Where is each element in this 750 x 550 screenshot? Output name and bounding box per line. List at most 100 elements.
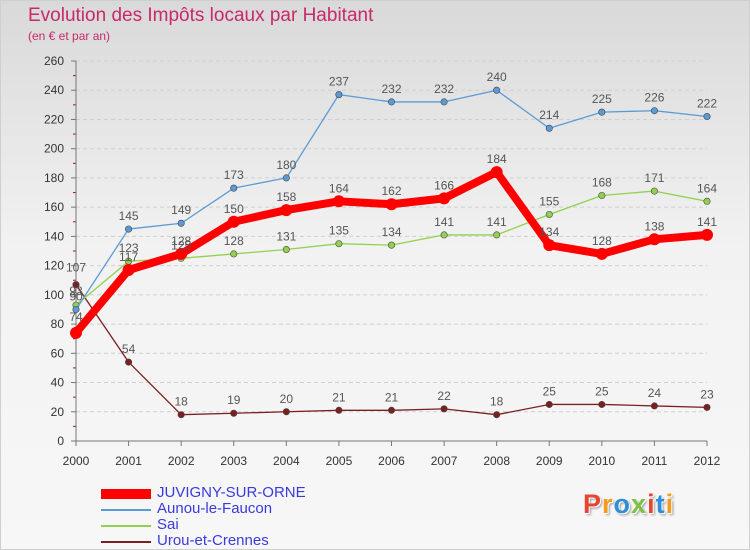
data-label: 222 <box>697 97 717 111</box>
data-point <box>493 231 501 239</box>
data-point <box>595 247 608 260</box>
data-point <box>650 402 658 410</box>
x-tick-label: 2001 <box>115 454 142 468</box>
data-label: 24 <box>648 386 662 400</box>
legend-swatch <box>101 509 151 511</box>
y-tick-label: 120 <box>44 259 64 273</box>
x-tick-label: 2011 <box>642 454 668 468</box>
data-point <box>227 215 240 228</box>
y-tick-label: 0 <box>57 434 64 448</box>
data-label: 237 <box>329 75 349 89</box>
data-point <box>545 210 553 218</box>
data-label: 18 <box>174 395 188 409</box>
data-label: 22 <box>437 389 451 403</box>
data-label: 128 <box>224 234 244 248</box>
data-label: 18 <box>490 395 504 409</box>
data-label: 138 <box>644 219 664 233</box>
data-point <box>282 174 290 182</box>
data-label: 25 <box>543 384 557 398</box>
y-tick-label: 40 <box>51 376 65 390</box>
logo-letter: x <box>631 489 648 519</box>
data-label: 184 <box>487 152 507 166</box>
data-point <box>703 113 711 121</box>
data-point <box>440 98 448 106</box>
data-point <box>701 228 713 241</box>
axes: 0204060801001201401601802002202402602000… <box>44 54 721 468</box>
data-label: 149 <box>171 203 191 217</box>
data-point <box>280 204 293 217</box>
data-point <box>440 231 448 239</box>
x-tick-label: 2008 <box>483 454 510 468</box>
data-point <box>332 195 345 208</box>
data-label: 128 <box>171 234 191 248</box>
data-point <box>122 264 135 276</box>
data-label: 155 <box>539 194 559 208</box>
data-label: 214 <box>539 108 559 122</box>
data-label: 123 <box>119 241 139 255</box>
data-label: 74 <box>69 310 83 324</box>
data-point <box>175 247 188 260</box>
data-label: 131 <box>276 230 296 244</box>
data-point <box>230 409 238 417</box>
data-point <box>72 305 80 313</box>
logo-letter: o <box>613 489 632 519</box>
y-tick-label: 100 <box>44 288 64 302</box>
logo-letter: i <box>665 489 675 519</box>
data-label: 90 <box>69 289 83 303</box>
x-tick-label: 2006 <box>378 454 405 468</box>
data-point <box>493 86 501 94</box>
data-label: 128 <box>592 234 612 248</box>
data-label: 173 <box>224 168 244 182</box>
y-tick-label: 80 <box>51 317 65 331</box>
data-label: 23 <box>700 387 714 401</box>
x-tick-label: 2010 <box>588 454 615 468</box>
data-label: 164 <box>697 181 717 195</box>
data-point <box>335 406 343 414</box>
x-tick-label: 2003 <box>220 454 247 468</box>
y-tick-label: 260 <box>44 54 64 68</box>
logo-letter: t <box>655 489 666 519</box>
data-point <box>70 326 82 339</box>
data-point <box>493 411 501 419</box>
data-label: 226 <box>644 91 664 105</box>
x-tick-label: 2005 <box>326 454 353 468</box>
data-label: 141 <box>697 215 717 229</box>
data-label: 166 <box>434 178 454 192</box>
data-label: 125 <box>171 238 191 252</box>
data-labels: 74 117 128 150 158 164 162 166 184 134 128 138 141 90… <box>66 70 717 408</box>
data-label: 135 <box>329 224 349 238</box>
x-tick-label: 2000 <box>63 454 90 468</box>
data-label: 180 <box>276 158 296 172</box>
y-tick-label: 220 <box>44 112 64 126</box>
x-tick-label: 2004 <box>273 454 300 468</box>
data-label: 164 <box>329 181 349 195</box>
data-label: 141 <box>487 215 507 229</box>
x-tick-label: 2009 <box>536 454 563 468</box>
series-layer <box>70 86 713 419</box>
data-label: 19 <box>227 393 241 407</box>
data-point <box>72 281 80 289</box>
data-point <box>490 166 503 179</box>
data-label: 232 <box>381 82 401 96</box>
data-point <box>703 403 711 411</box>
data-label: 117 <box>119 250 138 264</box>
data-point <box>703 197 711 205</box>
data-label: 141 <box>434 215 454 229</box>
data-label: 134 <box>539 225 559 239</box>
y-tick-label: 180 <box>44 171 64 185</box>
data-label: 20 <box>280 392 294 406</box>
chart-title: Evolution des Impôts locaux par Habitant <box>28 5 374 26</box>
data-point <box>177 219 185 227</box>
data-label: 25 <box>595 384 609 398</box>
y-tick-label: 200 <box>44 142 64 156</box>
data-point <box>387 241 395 249</box>
data-label: 171 <box>644 171 664 185</box>
grid-lines <box>76 60 707 442</box>
data-point <box>650 187 658 195</box>
x-tick-label: 2007 <box>431 454 458 468</box>
legend-label: Sai <box>157 516 179 533</box>
data-label: 150 <box>224 202 244 216</box>
logo-letter: P <box>583 489 603 519</box>
data-label: 54 <box>122 342 136 356</box>
